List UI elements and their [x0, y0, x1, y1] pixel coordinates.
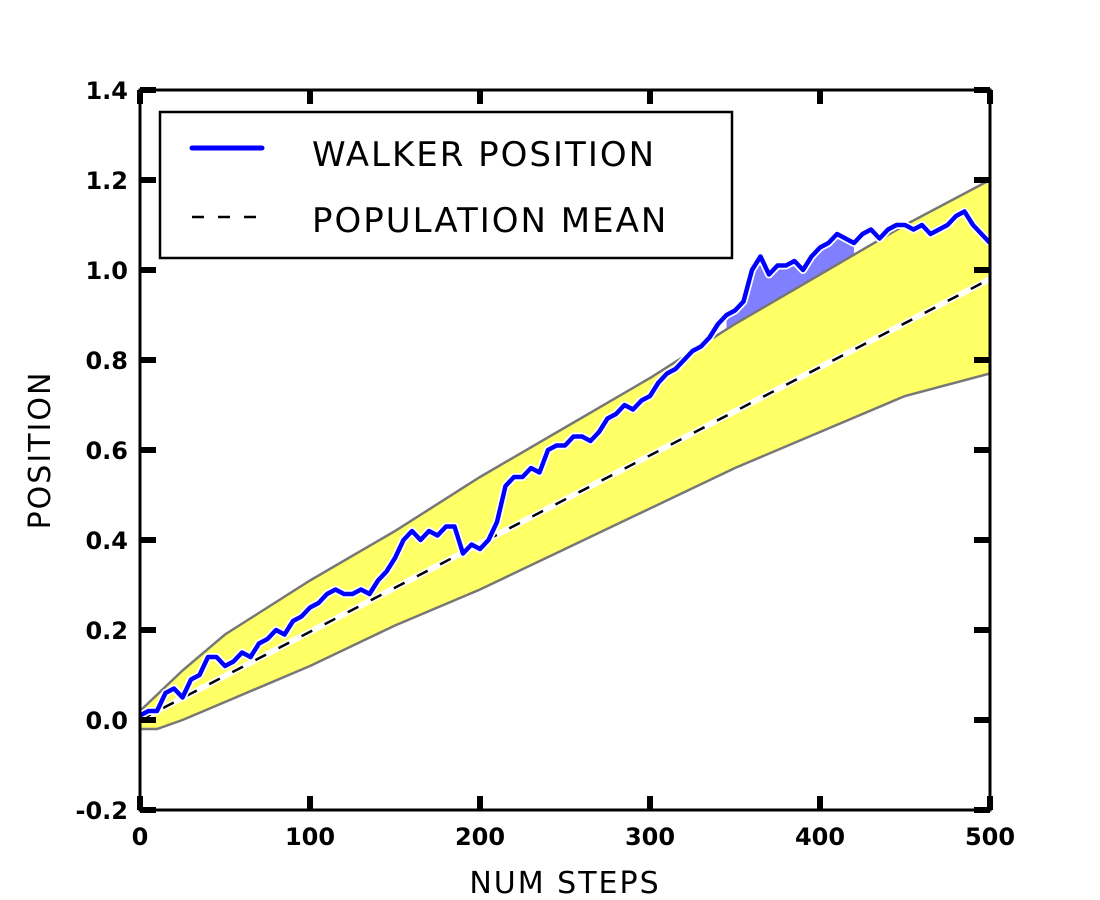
y-tick-label: 1.4	[85, 77, 128, 105]
walker-position-line	[140, 209, 990, 718]
y-tick-label: 1.0	[85, 257, 128, 285]
x-tick-label: 400	[795, 823, 845, 851]
x-tick-label: 200	[455, 823, 505, 851]
exceedance-fill	[726, 234, 854, 330]
x-tick-label: 300	[625, 823, 675, 851]
confidence-band	[140, 180, 990, 729]
legend-walker-label: WALKER POSITION	[312, 135, 656, 175]
y-tick-label: 0.2	[85, 617, 128, 645]
legend-box	[158, 110, 734, 260]
x-tick-label: 100	[285, 823, 335, 851]
x-tick-label: 0	[132, 823, 149, 851]
ticks: 0 100 200 300 400 500 -0.2 0.0 0.2 0.4 0.6 0.8 1.0 1.…	[76, 77, 1016, 851]
y-tick-label: 0.8	[85, 347, 128, 375]
population-mean-line	[140, 277, 990, 722]
legend-mean-label: POPULATION MEAN	[312, 201, 668, 241]
y-axis-label: POSITION	[23, 371, 58, 530]
band-lower-edge	[140, 372, 990, 731]
x-tick-label: 500	[965, 823, 1015, 851]
x-axis-label: NUM STEPS	[469, 866, 660, 900]
legend: WALKER POSITION POPULATION MEAN	[158, 110, 734, 260]
y-tick-label: 0.0	[85, 707, 128, 735]
y-tick-label: 1.2	[85, 167, 128, 195]
y-tick-label: 0.6	[85, 437, 128, 465]
band-upper-edge	[140, 178, 990, 712]
y-tick-label: -0.2	[76, 797, 128, 825]
plot-area	[140, 178, 990, 731]
y-tick-label: 0.4	[85, 527, 128, 555]
